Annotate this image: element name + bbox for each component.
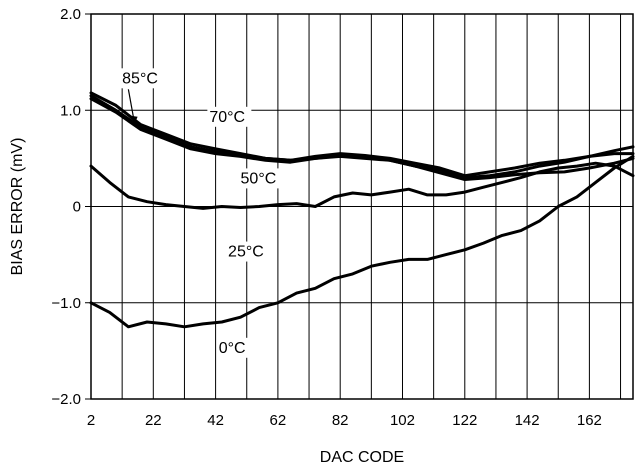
y-tick-label: 0 bbox=[73, 199, 81, 216]
annotation-backdrop bbox=[226, 241, 271, 262]
x-axis-label: DAC CODE bbox=[320, 449, 404, 466]
annotation-backdrop bbox=[216, 337, 252, 358]
x-tick-label: 62 bbox=[270, 412, 287, 429]
series-line bbox=[89, 91, 635, 180]
series-annotation: 0°C bbox=[219, 340, 246, 357]
series-layer bbox=[89, 91, 635, 329]
annotation-arrowhead bbox=[130, 115, 138, 124]
y-tick-label: −2.0 bbox=[51, 391, 81, 408]
series-line bbox=[89, 154, 635, 329]
x-tick-label: 82 bbox=[332, 412, 349, 429]
annotation-backdrop bbox=[238, 168, 283, 189]
x-tick-label: 162 bbox=[577, 412, 602, 429]
annotation-layer: 85°C 70°C 50°C 25°C 0°C bbox=[120, 68, 283, 358]
y-tick-label: −1.0 bbox=[51, 295, 81, 312]
annotation-backdrop bbox=[120, 68, 165, 89]
series-annotation: 85°C bbox=[122, 70, 158, 87]
x-tick-label: 42 bbox=[207, 412, 224, 429]
tick-layer: 2 22 42 62 82 102 122 142 162−2.0−1.001.02.0 bbox=[51, 6, 602, 429]
x-tick-label: 142 bbox=[515, 412, 540, 429]
y-tick-label: 2.0 bbox=[60, 6, 81, 23]
x-tick-label: 2 bbox=[87, 412, 95, 429]
series-annotation: 50°C bbox=[241, 170, 277, 187]
series-line bbox=[89, 97, 635, 181]
x-tick-label: 102 bbox=[390, 412, 415, 429]
plot-frame bbox=[90, 13, 634, 400]
x-tick-label: 22 bbox=[145, 412, 162, 429]
series-annotation: 25°C bbox=[228, 244, 264, 261]
annotation-backdrop bbox=[207, 106, 252, 127]
x-tick-label: 122 bbox=[452, 412, 477, 429]
arrow-layer bbox=[127, 89, 138, 124]
series-line bbox=[89, 161, 635, 210]
series-annotation: 70°C bbox=[209, 109, 245, 126]
y-tick-label: 1.0 bbox=[60, 102, 81, 119]
y-axis-label: BIAS ERROR (mV) bbox=[9, 138, 26, 276]
